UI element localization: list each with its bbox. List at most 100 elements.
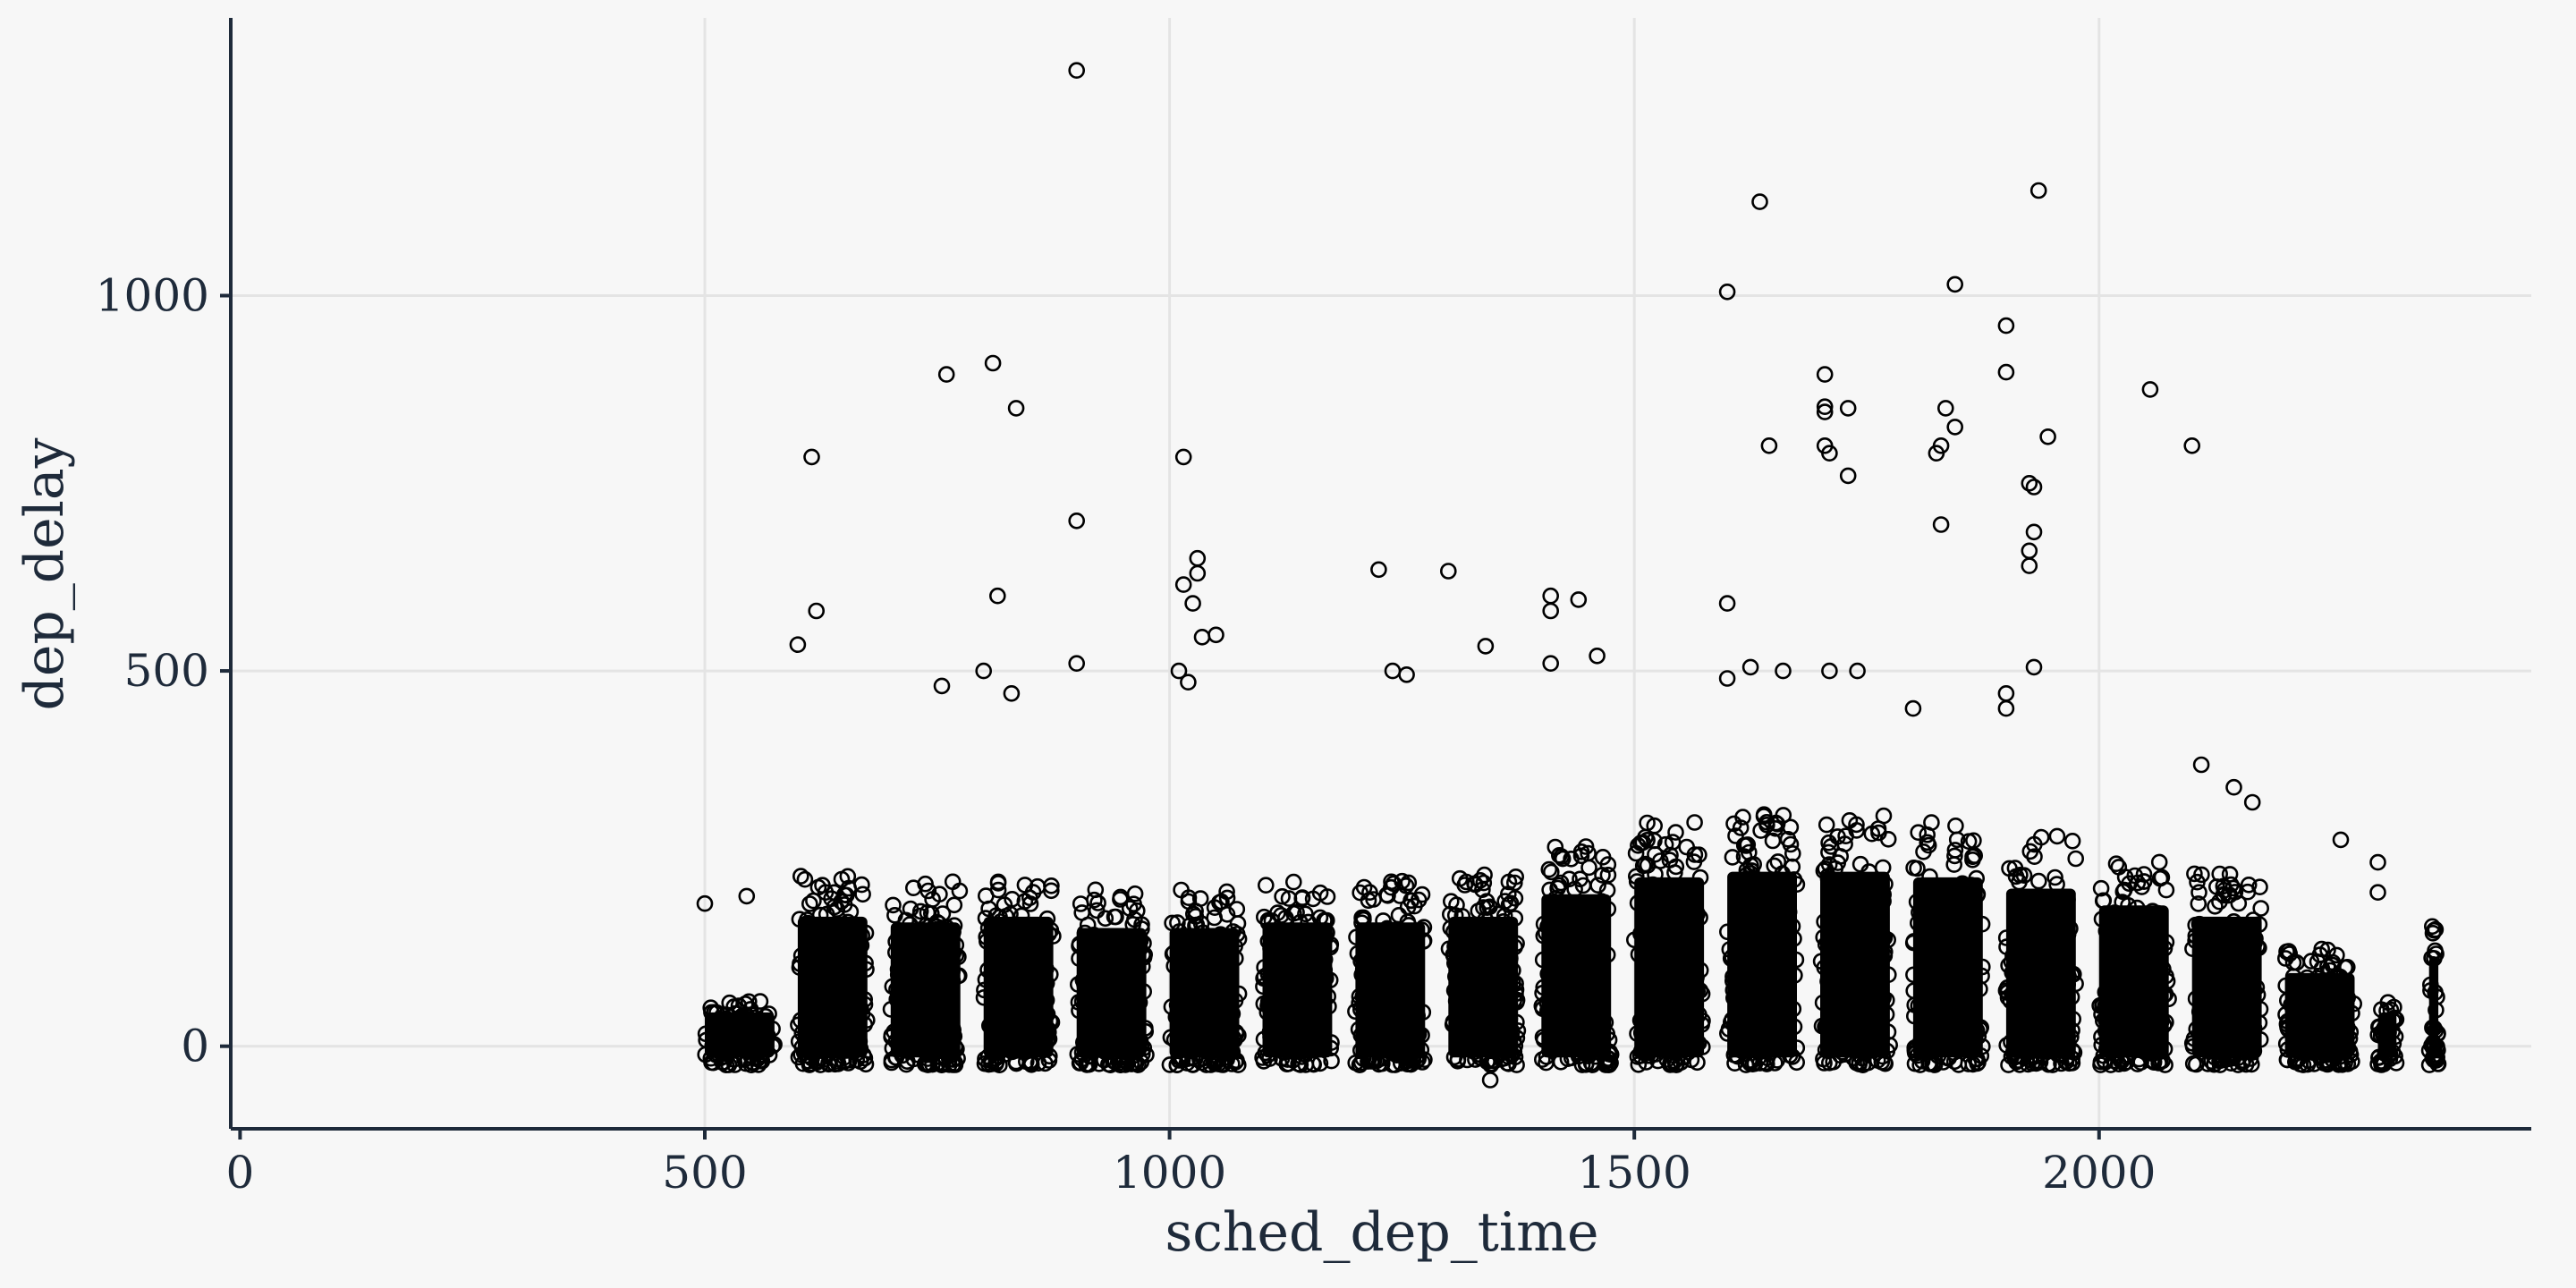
data-point — [1919, 836, 1937, 854]
y-tick-label: 0 — [181, 1021, 209, 1072]
data-point — [1506, 874, 1523, 892]
data-point — [1072, 895, 1089, 912]
data-point — [1727, 827, 1744, 844]
dense-point-cluster — [2098, 905, 2169, 1058]
data-point — [2029, 182, 2047, 199]
data-point — [1206, 899, 1224, 917]
data-point — [1577, 838, 1595, 855]
data-point — [2048, 827, 2066, 845]
data-point — [1779, 830, 1797, 848]
data-point — [1379, 886, 1396, 904]
data-point — [911, 902, 929, 920]
data-point — [1477, 638, 1495, 655]
data-point — [1043, 882, 1060, 900]
data-point — [1180, 674, 1197, 691]
data-point — [854, 886, 871, 903]
data-point — [1311, 884, 1329, 902]
data-point — [1274, 887, 1291, 905]
data-point — [2230, 894, 2248, 912]
data-point — [1191, 890, 1209, 907]
dense-point-cluster — [2428, 956, 2439, 1058]
data-point — [1758, 813, 1775, 831]
data-point — [1174, 576, 1192, 593]
data-point — [803, 448, 820, 466]
dense-point-cluster — [2005, 888, 2076, 1058]
dense-point-cluster — [797, 916, 868, 1058]
data-point — [1863, 825, 1881, 843]
data-point — [1572, 843, 1590, 860]
data-point — [1646, 832, 1663, 850]
data-point — [1718, 283, 1736, 301]
dense-point-cluster — [1355, 922, 1426, 1058]
data-point — [1960, 833, 1978, 851]
data-point — [1760, 436, 1778, 454]
data-point — [1718, 670, 1736, 687]
data-point — [2150, 853, 2168, 871]
data-point — [2141, 381, 2159, 398]
data-point — [2379, 994, 2397, 1011]
data-point — [2092, 879, 2110, 897]
data-point — [1570, 591, 1588, 608]
data-point — [1997, 699, 2015, 717]
data-point — [1097, 910, 1114, 928]
data-point — [2240, 876, 2258, 894]
data-point — [1928, 445, 1945, 462]
data-point — [1089, 894, 1106, 911]
data-point — [1737, 1056, 1755, 1073]
data-point — [1904, 699, 1922, 717]
data-point — [1397, 877, 1415, 894]
data-point — [1950, 1056, 1968, 1073]
x-tick-label: 0 — [225, 1147, 254, 1199]
data-point — [2243, 793, 2261, 811]
data-point — [2252, 900, 2269, 917]
data-point — [808, 602, 826, 620]
data-point — [1475, 874, 1493, 892]
data-point — [2021, 474, 2038, 492]
data-point — [1068, 62, 1085, 79]
data-point — [886, 906, 903, 924]
data-point — [814, 877, 831, 894]
dense-point-cluster — [1634, 877, 1705, 1058]
data-point — [1180, 893, 1198, 911]
data-point — [2030, 872, 2047, 890]
data-point — [1481, 1072, 1499, 1089]
data-point — [1573, 1056, 1591, 1073]
data-point — [2288, 953, 2305, 971]
data-point — [2135, 866, 2153, 883]
data-point — [1946, 847, 1963, 865]
data-point — [1003, 684, 1021, 702]
data-point — [853, 876, 870, 894]
dense-point-cluster — [2284, 972, 2355, 1058]
data-point — [1821, 445, 1838, 462]
data-point — [1208, 626, 1224, 644]
data-point — [696, 894, 714, 912]
data-point — [736, 996, 754, 1013]
data-point — [1997, 317, 2015, 335]
dense-point-cluster — [705, 1012, 775, 1058]
data-point — [2426, 921, 2443, 939]
data-point — [1755, 806, 1773, 824]
data-point — [2207, 897, 2224, 915]
data-point — [1173, 881, 1190, 899]
data-point — [2224, 879, 2241, 897]
y-tick-label: 1000 — [96, 270, 209, 322]
data-point — [1297, 905, 1314, 923]
data-point — [1597, 1056, 1614, 1073]
data-point — [1946, 419, 1963, 436]
data-point — [2189, 873, 2206, 891]
data-point — [1816, 366, 1834, 383]
dense-point-cluster — [1076, 928, 1147, 1058]
data-point — [2026, 848, 2043, 866]
data-point — [1474, 881, 1491, 899]
data-point — [837, 886, 855, 904]
data-point — [1735, 836, 1753, 854]
data-point — [1198, 1056, 1215, 1073]
data-point — [989, 587, 1006, 605]
data-point — [1481, 898, 1498, 916]
data-point — [1073, 904, 1090, 921]
data-point — [1964, 848, 1981, 866]
data-point — [1551, 846, 1568, 864]
x-tick-label: 500 — [662, 1147, 747, 1199]
data-point — [1946, 275, 1963, 293]
data-point — [1837, 827, 1854, 845]
